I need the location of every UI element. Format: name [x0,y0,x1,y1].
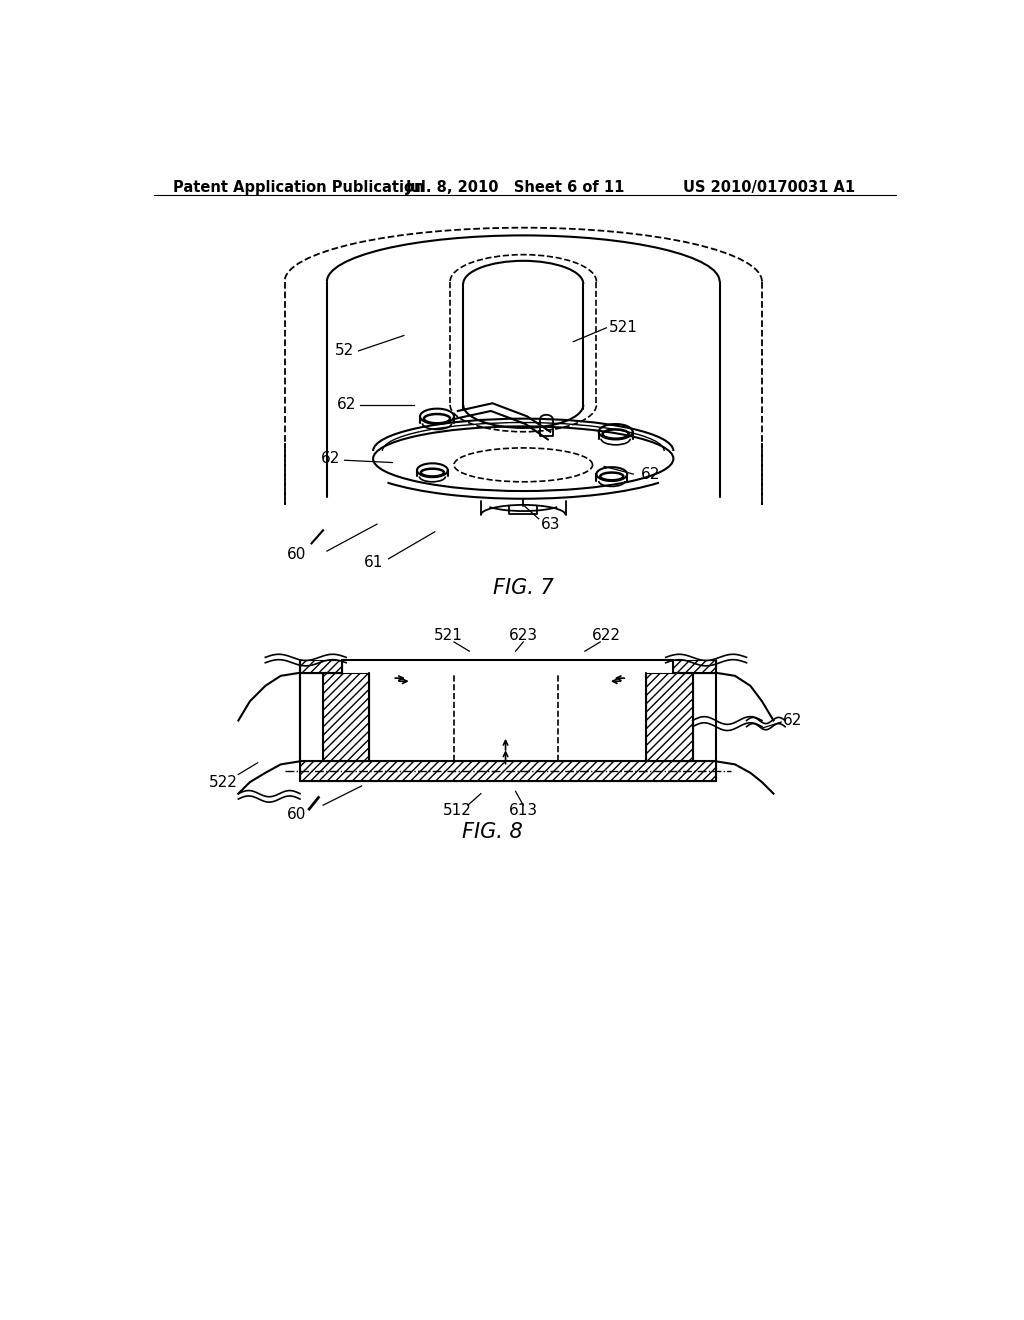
Text: 613: 613 [509,803,538,818]
Text: 62: 62 [337,397,356,412]
Bar [300,660,342,673]
Text: 521: 521 [434,628,463,643]
Bar [646,673,692,762]
Text: 61: 61 [364,556,383,570]
Text: 60: 60 [287,548,306,562]
Text: FIG. 7: FIG. 7 [493,578,554,598]
Text: 62: 62 [783,713,803,729]
Bar [300,762,716,780]
Text: 522: 522 [209,775,238,789]
Text: 52: 52 [335,343,354,359]
Text: 521: 521 [609,321,638,335]
Text: 63: 63 [541,516,560,532]
Bar [674,660,716,673]
Text: FIG. 8: FIG. 8 [462,822,523,842]
Text: 62: 62 [641,466,660,482]
Text: 512: 512 [443,803,472,818]
Text: 62: 62 [322,451,340,466]
Text: 622: 622 [592,628,621,643]
Bar [323,673,370,762]
Text: US 2010/0170031 A1: US 2010/0170031 A1 [683,180,855,195]
Text: Patent Application Publication: Patent Application Publication [173,180,424,195]
Text: Jul. 8, 2010   Sheet 6 of 11: Jul. 8, 2010 Sheet 6 of 11 [407,180,626,195]
Text: 623: 623 [509,628,538,643]
Text: 60: 60 [287,807,306,822]
